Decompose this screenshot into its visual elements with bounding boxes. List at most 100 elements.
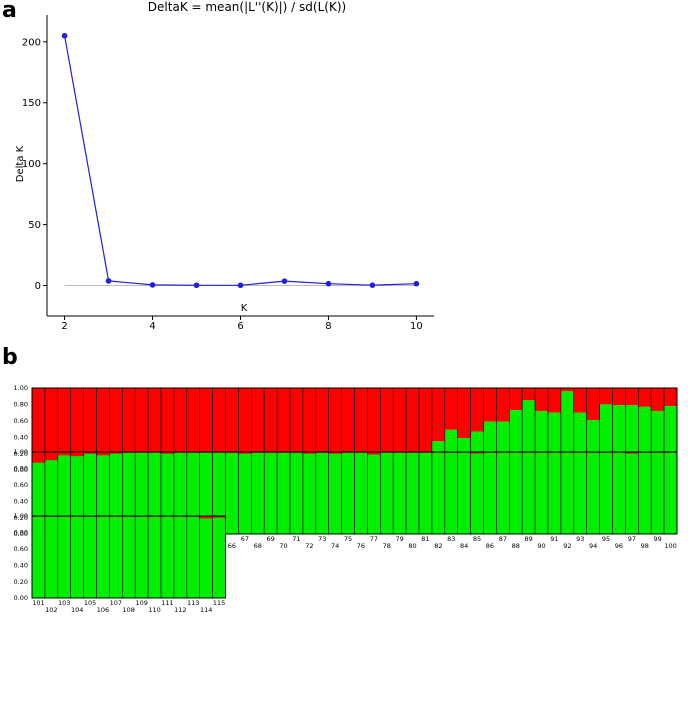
individual-label: 86 (486, 542, 494, 550)
individual-bar-red (148, 388, 161, 470)
individual-label: 98 (641, 542, 649, 550)
individual-label: 107 (110, 599, 122, 607)
individual-bar-green (173, 516, 187, 598)
row-y-tick-label: 0.40 (14, 497, 28, 505)
individual-bar-red (290, 388, 303, 470)
individual-label: 90 (537, 542, 545, 550)
individual-bar-green (651, 452, 665, 534)
individual-bar-green (57, 516, 71, 598)
individual-bar-red (173, 388, 187, 470)
individual-bar-red (328, 388, 342, 470)
x-tick-label: 10 (410, 321, 423, 332)
individual-bar-red (599, 388, 613, 405)
individual-bar-green (186, 452, 200, 534)
individual-bar-red (302, 388, 316, 470)
individual-bar-red (548, 388, 561, 413)
individual-label: 112 (174, 606, 186, 614)
individual-label: 109 (135, 599, 147, 607)
delta-k-point (61, 32, 68, 39)
individual-bar-red (573, 388, 587, 413)
row-y-tick-label: 0.60 (14, 417, 28, 425)
individual-label: 89 (525, 535, 533, 543)
panel-a-label: a (2, 0, 17, 23)
individual-bar-red (277, 388, 290, 466)
individual-bar-red (496, 388, 510, 422)
delta-k-point (237, 282, 244, 289)
row-y-tick-label: 1.00 (14, 512, 28, 520)
individual-bar-green (148, 516, 161, 598)
individual-bar-red (44, 452, 58, 461)
individual-bar-red (83, 388, 97, 470)
row-y-tick-label: 1.00 (14, 448, 28, 456)
individual-bar-green (32, 516, 45, 598)
individual-label: 110 (148, 606, 160, 614)
individual-label: 77 (370, 535, 378, 543)
individual-bar-red (109, 452, 123, 454)
row-y-tick-label: 0.20 (14, 450, 28, 458)
individual-bar-green (573, 452, 587, 534)
individual-bar-red (44, 388, 58, 470)
delta-k-series-line (64, 35, 417, 286)
individual-bar-green (122, 516, 136, 598)
individual-label: 75 (344, 535, 352, 543)
individual-bar-red (354, 388, 368, 460)
individual-label: 96 (615, 542, 623, 550)
individual-label: 93 (576, 535, 584, 543)
individual-bar-red (264, 388, 278, 470)
individual-bar-red (380, 388, 394, 465)
individual-bar-green (457, 452, 471, 534)
individual-bar-red (199, 516, 213, 519)
individual-bar-green (70, 456, 84, 534)
individual-bar-red (560, 388, 574, 392)
individual-label: 76 (357, 542, 365, 550)
individual-bar-green (560, 391, 574, 470)
individual-bar-green (290, 452, 303, 534)
individual-bar-green (109, 453, 123, 534)
individual-bar-green (225, 452, 239, 534)
individual-bar-green (315, 452, 329, 534)
individual-label: 95 (602, 535, 610, 543)
individual-bar-red (664, 388, 677, 407)
individual-label: 108 (123, 606, 135, 614)
individual-bar-green (135, 516, 149, 598)
bar-row-border (31, 451, 678, 535)
individual-label: 113 (187, 599, 199, 607)
individual-bar-red (70, 388, 84, 470)
bar-row-3: 0.000.200.400.600.801.001011021031041051… (14, 512, 226, 614)
individual-label: 97 (628, 535, 636, 543)
individual-label: 73 (318, 535, 326, 543)
y-tick-label: 200 (22, 37, 41, 48)
individual-bar-red (522, 388, 536, 401)
row-y-tick-label: 0.00 (14, 530, 28, 538)
individual-label: 111 (161, 599, 173, 607)
individual-bar-green (135, 452, 149, 534)
individual-bar-red (419, 388, 432, 468)
delta-k-point (369, 282, 376, 288)
individual-bar-red (212, 388, 226, 470)
delta-k-marks (61, 32, 420, 289)
individual-bar-red (406, 388, 419, 468)
individual-bar-red (444, 388, 458, 430)
row-y-tick-label: 0.00 (14, 466, 28, 474)
row-y-tick-label: 0.20 (14, 578, 28, 586)
individual-bar-green (173, 452, 187, 534)
individual-bar-green (470, 453, 484, 534)
delta-k-point (105, 278, 112, 284)
y-tick-label: 0 (35, 281, 41, 292)
individual-label: 114 (200, 606, 212, 614)
individual-label: 91 (550, 535, 558, 543)
individual-bar-red (238, 452, 252, 454)
individual-label: 71 (292, 535, 300, 543)
individual-bar-red (638, 388, 652, 407)
bar-row-border (31, 515, 226, 599)
individual-bar-red (367, 452, 381, 455)
individual-bar-green (148, 452, 161, 534)
individual-bar-red (302, 452, 316, 454)
individual-bar-green (57, 455, 71, 534)
individual-bar-green (161, 516, 174, 598)
individual-bar-green (238, 453, 252, 534)
individual-bar-red (70, 452, 84, 457)
individual-bar-red (186, 388, 200, 470)
structure-bar-plots: 0.000.200.400.600.801.001234567891011121… (14, 384, 678, 614)
individual-label: 104 (71, 606, 83, 614)
